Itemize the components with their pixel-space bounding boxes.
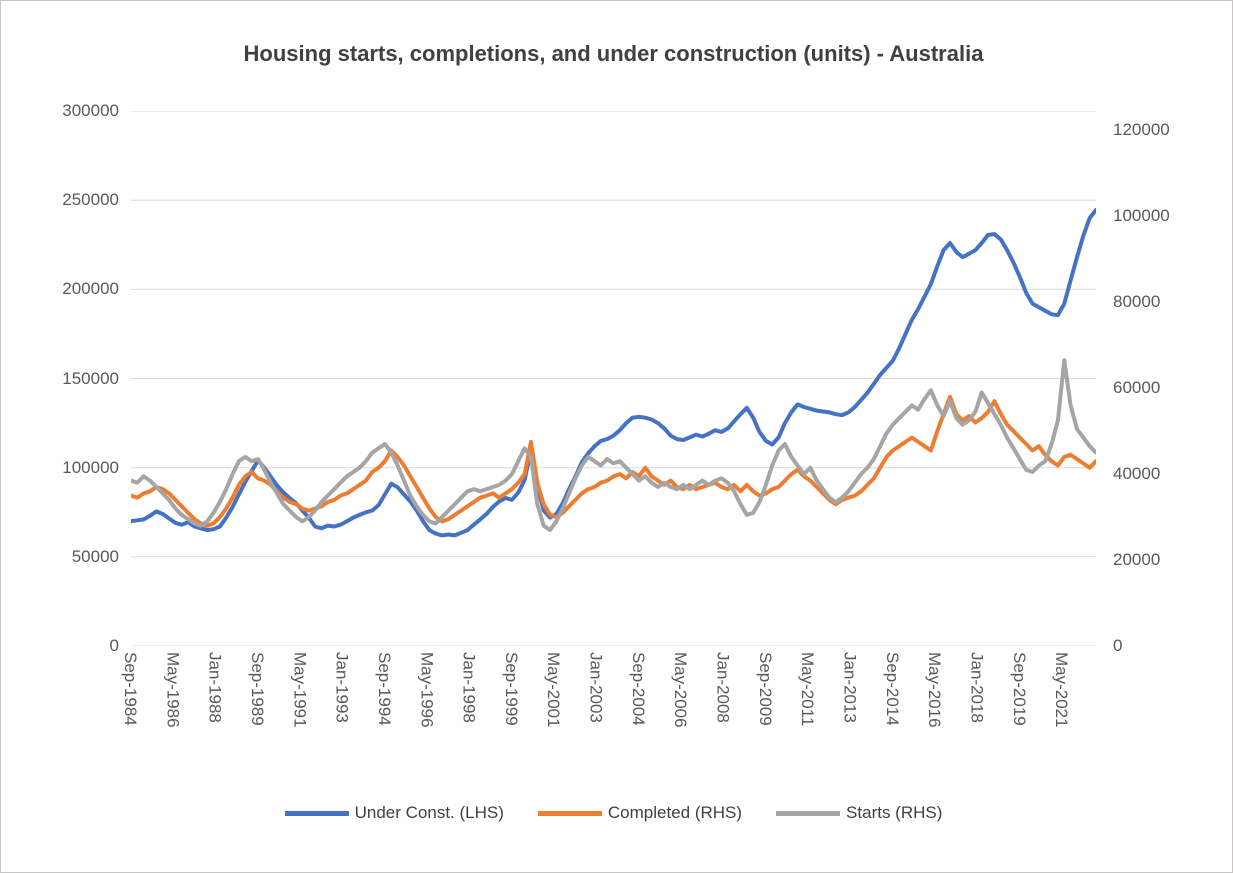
x-axis-tick-label: Sep-1999 [501, 652, 521, 726]
left-axis-tick-label: 0 [109, 636, 119, 655]
x-axis-tick-label: Sep-2004 [628, 652, 648, 726]
right-axis-tick-label: 40000 [1113, 464, 1161, 484]
series-line-completed-rhs [131, 394, 1096, 528]
right-axis-tick-label: 120000 [1113, 120, 1170, 140]
legend-item: Completed (RHS) [537, 803, 743, 823]
x-axis-tick-label: Jan-2018 [967, 652, 987, 723]
x-axis-tick-label: May-2016 [925, 652, 945, 728]
x-axis-tick-label: Jan-1998 [459, 652, 479, 723]
x-axis-tick-label: Jan-2008 [713, 652, 733, 723]
legend-label: Starts (RHS) [846, 803, 943, 822]
legend-item: Starts (RHS) [776, 803, 942, 823]
left-axis-tick-label: 50000 [71, 546, 119, 566]
series-line-starts-rhs [131, 358, 1096, 532]
legend-label: Under Const. (LHS) [354, 803, 504, 822]
x-axis-tick-label: Jan-1993 [332, 652, 352, 723]
series-line-under-const-lhs [131, 208, 1096, 538]
legend-swatch-icon [776, 810, 841, 816]
x-axis-tick-label: May-2021 [1052, 652, 1072, 728]
left-axis-tick-label: 250000 [62, 190, 119, 210]
x-axis-tick-label: Sep-1989 [247, 652, 267, 726]
x-axis-tick-label: Jan-2013 [840, 652, 860, 723]
legend-label: Completed (RHS) [607, 803, 743, 822]
x-axis-tick-label: Jan-1988 [205, 652, 225, 723]
right-axis-tick-label: 20000 [1113, 550, 1161, 570]
left-axis-tick-label: 100000 [62, 457, 119, 477]
right-axis-tick-label: 80000 [1113, 292, 1161, 312]
legend-swatch-icon [537, 810, 602, 816]
left-axis-tick-label: 300000 [62, 101, 119, 120]
x-axis-tick-label: Sep-2019 [1009, 652, 1029, 726]
x-axis-tick-label: Sep-1994 [374, 652, 394, 726]
chart-title: Housing starts, completions, and under c… [243, 41, 984, 66]
right-axis-tick-label: 100000 [1113, 206, 1170, 226]
x-axis-tick-label: May-2011 [798, 652, 818, 727]
right-axis-tick-label: 0 [1113, 636, 1123, 655]
left-axis-tick-label: 150000 [62, 368, 119, 388]
x-axis-tick-label: Jan-2003 [586, 652, 606, 723]
x-axis-tick-label: May-1996 [417, 652, 437, 728]
legend: Under Const. (LHS) Completed (RHS) Starts … [131, 803, 1096, 823]
x-axis-tick-label: Sep-2014 [882, 652, 902, 726]
x-axis-tick-label: May-1991 [290, 652, 310, 728]
x-axis-tick-label: May-2006 [671, 652, 691, 728]
plot-area [131, 111, 1096, 646]
x-axis-tick-label: Sep-1984 [121, 652, 140, 726]
x-axis-tick-label: May-2001 [544, 652, 564, 728]
x-axis-tick-label: May-1986 [163, 652, 183, 728]
x-axis-tick-label: Sep-2009 [755, 652, 775, 726]
left-axis-tick-label: 200000 [62, 279, 119, 299]
legend-swatch-icon [284, 810, 349, 816]
right-axis-tick-label: 60000 [1113, 378, 1161, 398]
legend-item: Under Const. (LHS) [284, 803, 504, 823]
